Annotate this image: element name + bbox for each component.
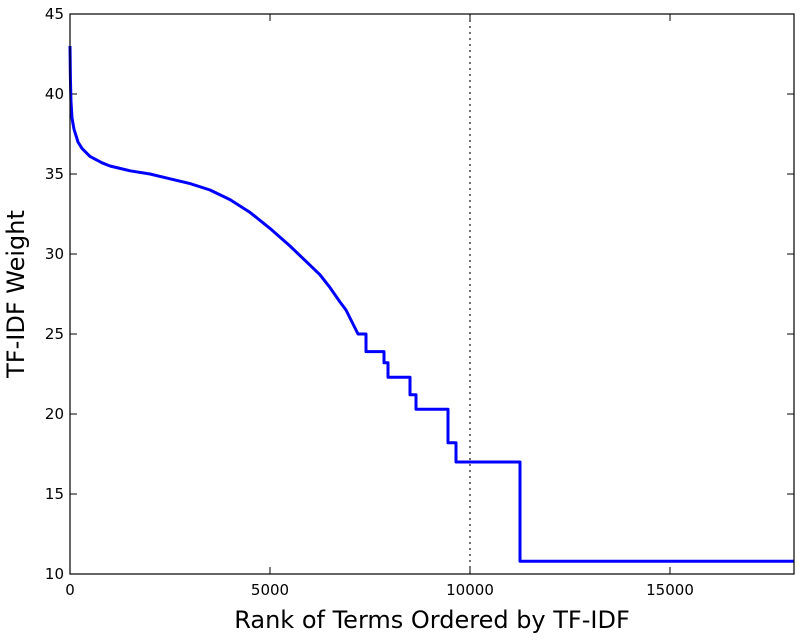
x-tick-label: 5000 [251, 581, 289, 599]
y-tick-label: 15 [45, 485, 64, 503]
y-tick-label: 35 [45, 165, 64, 183]
y-tick-label: 30 [45, 245, 64, 263]
y-tick-label: 25 [45, 325, 64, 343]
y-tick-label: 20 [45, 405, 64, 423]
x-axis-label: Rank of Terms Ordered by TF-IDF [234, 606, 630, 634]
x-tick-labels: 0 5000 10000 15000 [65, 581, 694, 599]
y-tick-label: 40 [45, 85, 64, 103]
y-tick-label: 10 [45, 565, 64, 583]
x-tick-label: 15000 [646, 581, 694, 599]
x-tick-label: 10000 [446, 581, 494, 599]
series-line [68, 45, 794, 563]
y-axis-label: TF-IDF Weight [2, 210, 30, 379]
x-tick-label: 0 [65, 581, 75, 599]
y-tick-label: 45 [45, 5, 64, 23]
plot-area [70, 14, 794, 574]
plot-frame [69, 13, 795, 575]
y-tick-labels: 10 15 20 25 30 35 40 45 [45, 5, 64, 583]
